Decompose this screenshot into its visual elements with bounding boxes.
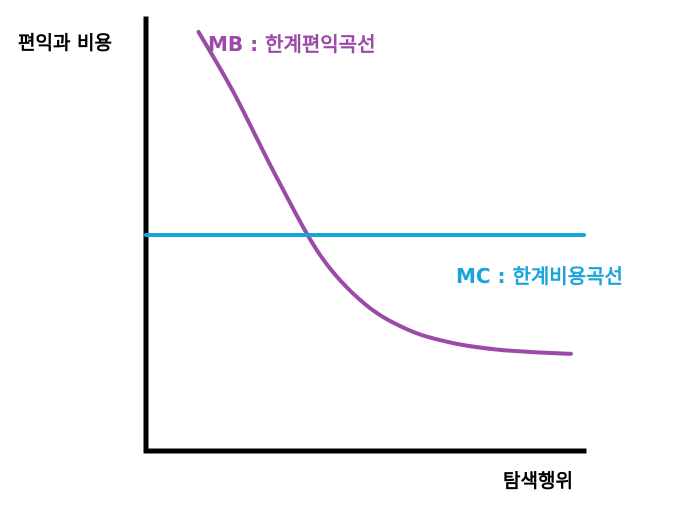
y-axis-label: 편익과 비용: [18, 32, 113, 54]
series-layer: [144, 29, 586, 356]
mb-curve-label: MB : 한계편익곡선: [208, 32, 376, 56]
x-axis-label: 탐색행위: [503, 470, 573, 492]
mb-curve: [196, 29, 573, 356]
mc-line-label: MC : 한계비용곡선: [456, 264, 623, 288]
